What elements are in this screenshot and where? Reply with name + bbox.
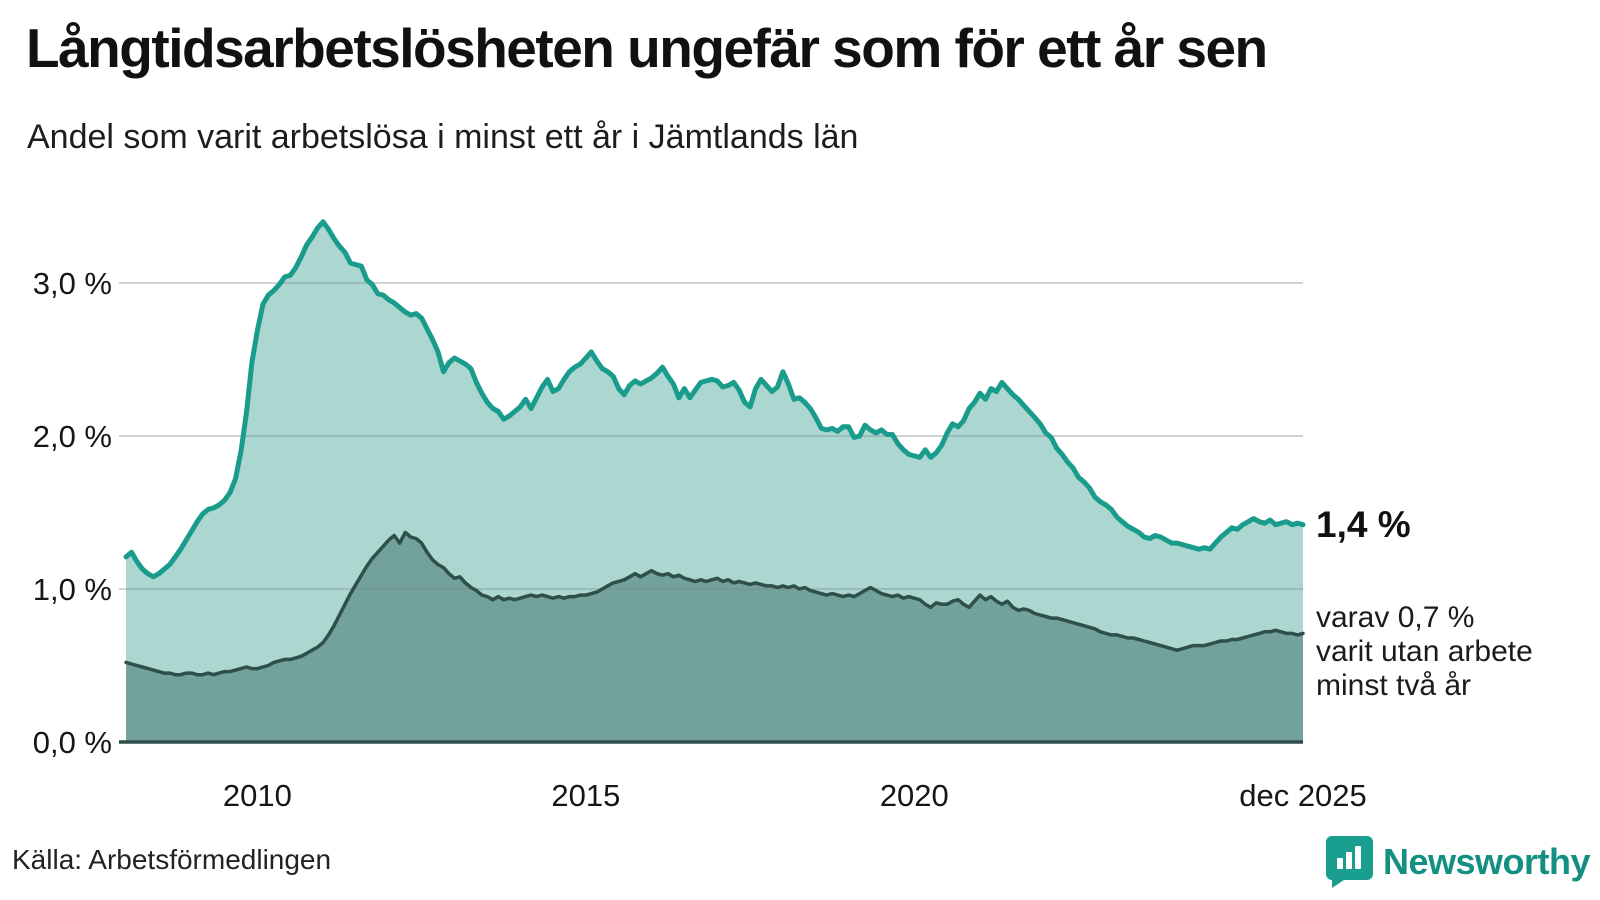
page-subtitle: Andel som varit arbetslösa i minst ett å…: [27, 118, 859, 156]
area-two-years-fill: [126, 532, 1303, 742]
y-axis-label-1: 1,0 %: [33, 572, 112, 607]
x-axis-label-2015: 2015: [551, 778, 620, 813]
y-axis-label-2: 2,0 %: [33, 419, 112, 454]
newsworthy-logo: Newsworthy: [1325, 836, 1591, 888]
line-total: [123, 219, 1306, 580]
newsworthy-logo-icon: [1325, 836, 1373, 888]
logo-bar-tall: [1354, 846, 1361, 869]
x-axis-label-dec-2025: dec 2025: [1239, 778, 1367, 813]
page-title: Långtidsarbetslösheten ungefär som för e…: [26, 17, 1268, 79]
x-axis-label-2020: 2020: [880, 778, 949, 813]
x-axis-label-2010: 2010: [223, 778, 292, 813]
annotation-latest-total: 1,4 %: [1316, 504, 1411, 545]
annotation-two-years: varav 0,7 % varit utan arbete minst två …: [1316, 601, 1533, 703]
source-note: Källa: Arbetsförmedlingen: [12, 844, 332, 875]
y-axis-label-3: 3,0 %: [33, 266, 112, 301]
logo-bar-short: [1336, 858, 1343, 869]
line-two-years: [124, 530, 1305, 677]
logo-bar-mid: [1345, 852, 1352, 869]
newsworthy-wordmark: Newsworthy: [1382, 841, 1591, 882]
y-axis-label-0: 0,0 %: [33, 725, 112, 760]
